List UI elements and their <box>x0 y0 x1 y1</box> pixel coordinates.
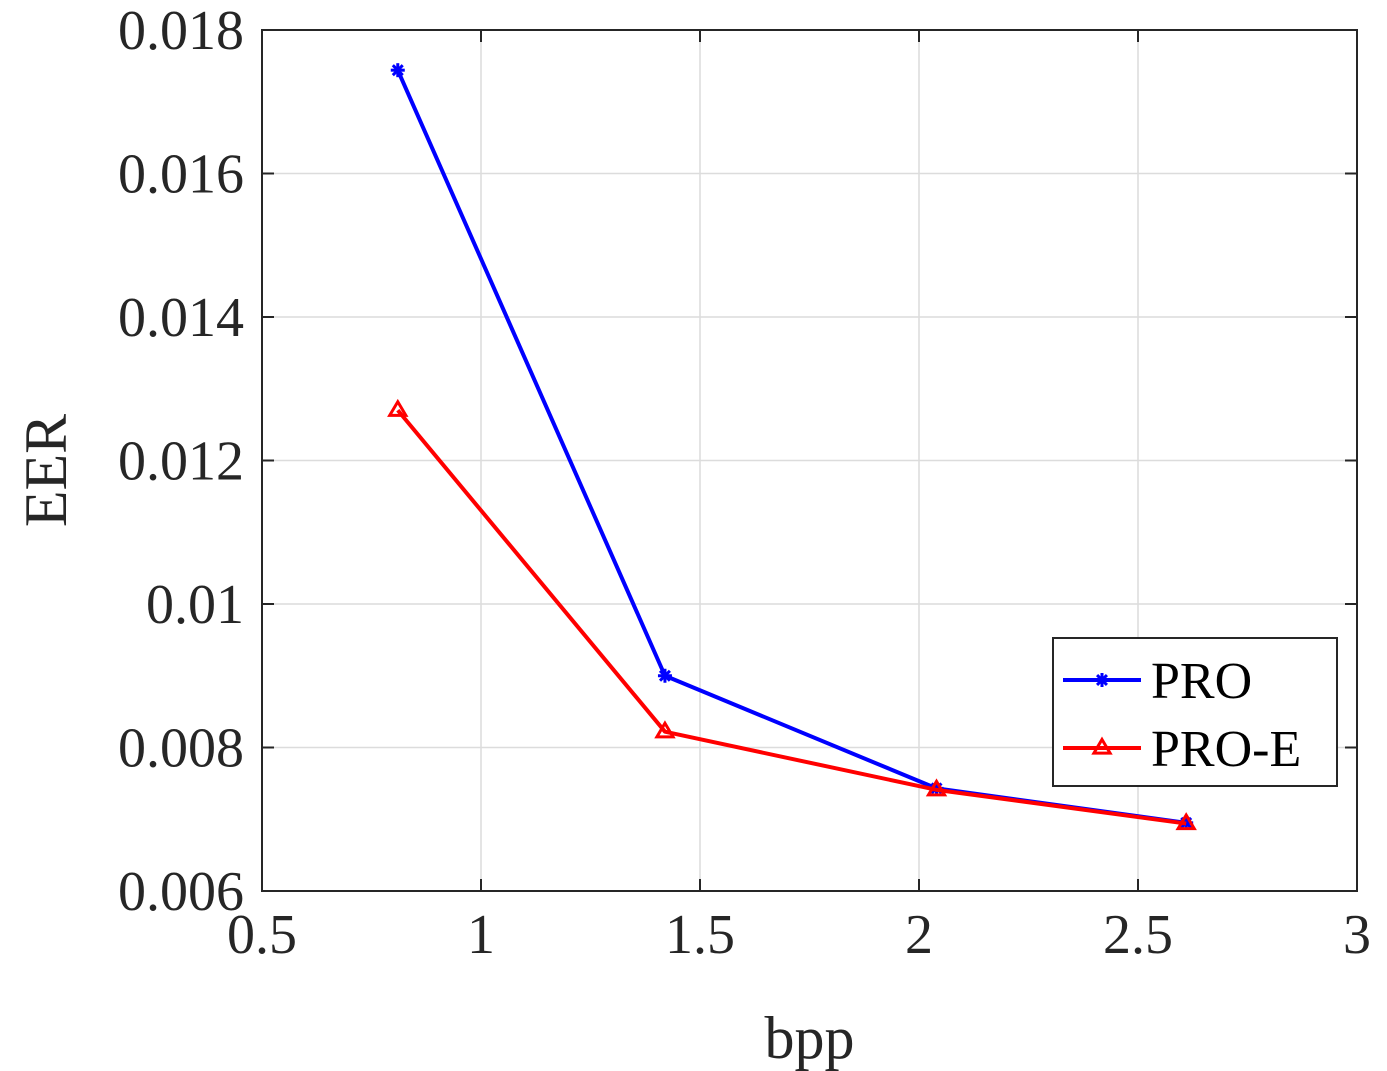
legend-marker <box>1091 736 1113 755</box>
y-tick-label: 0.01 <box>146 574 244 636</box>
data-point <box>925 778 948 797</box>
legend-label: PRO-E <box>1151 721 1301 778</box>
legend-entry: PRO-E <box>1063 721 1301 778</box>
data-point <box>654 720 676 739</box>
y-tick-label: 0.006 <box>118 861 244 923</box>
data-point <box>387 398 409 417</box>
data-point <box>657 668 672 683</box>
series-line <box>396 408 1187 826</box>
legend-marker <box>1095 673 1109 687</box>
legend: PRO PRO-E <box>1052 637 1338 787</box>
data-point <box>390 63 405 78</box>
data-point <box>1175 812 1197 831</box>
y-tick-label: 0.016 <box>118 144 244 206</box>
y-tick-label: 0.008 <box>118 718 244 780</box>
x-tick-label: 0.5 <box>227 904 297 966</box>
x-tick-label: 3 <box>1343 904 1371 966</box>
axis-ticks <box>261 29 1358 892</box>
legend-label: PRO <box>1151 653 1252 710</box>
x-axis-label: bpp <box>765 1005 855 1071</box>
y-axis-label: EER <box>13 414 79 527</box>
data-series <box>387 63 1197 831</box>
y-tick-label: 0.012 <box>118 431 244 493</box>
x-tick-label: 2.5 <box>1103 904 1173 966</box>
legend-box <box>1052 637 1338 787</box>
x-tick-label: 2 <box>905 904 933 966</box>
tick-labels: 0.5 1 1.5 2 2.5 3 0.006 0.008 0.01 0.012 0.014 0.01… <box>118 0 1371 966</box>
x-tick-label: 1.5 <box>665 904 735 966</box>
x-tick-label: 1 <box>467 904 495 966</box>
grid-lines <box>261 29 1358 892</box>
series-pro-e <box>387 398 1197 831</box>
legend-entry: PRO <box>1063 653 1252 710</box>
y-tick-label: 0.014 <box>118 287 244 349</box>
y-tick-label: 0.018 <box>118 0 244 62</box>
